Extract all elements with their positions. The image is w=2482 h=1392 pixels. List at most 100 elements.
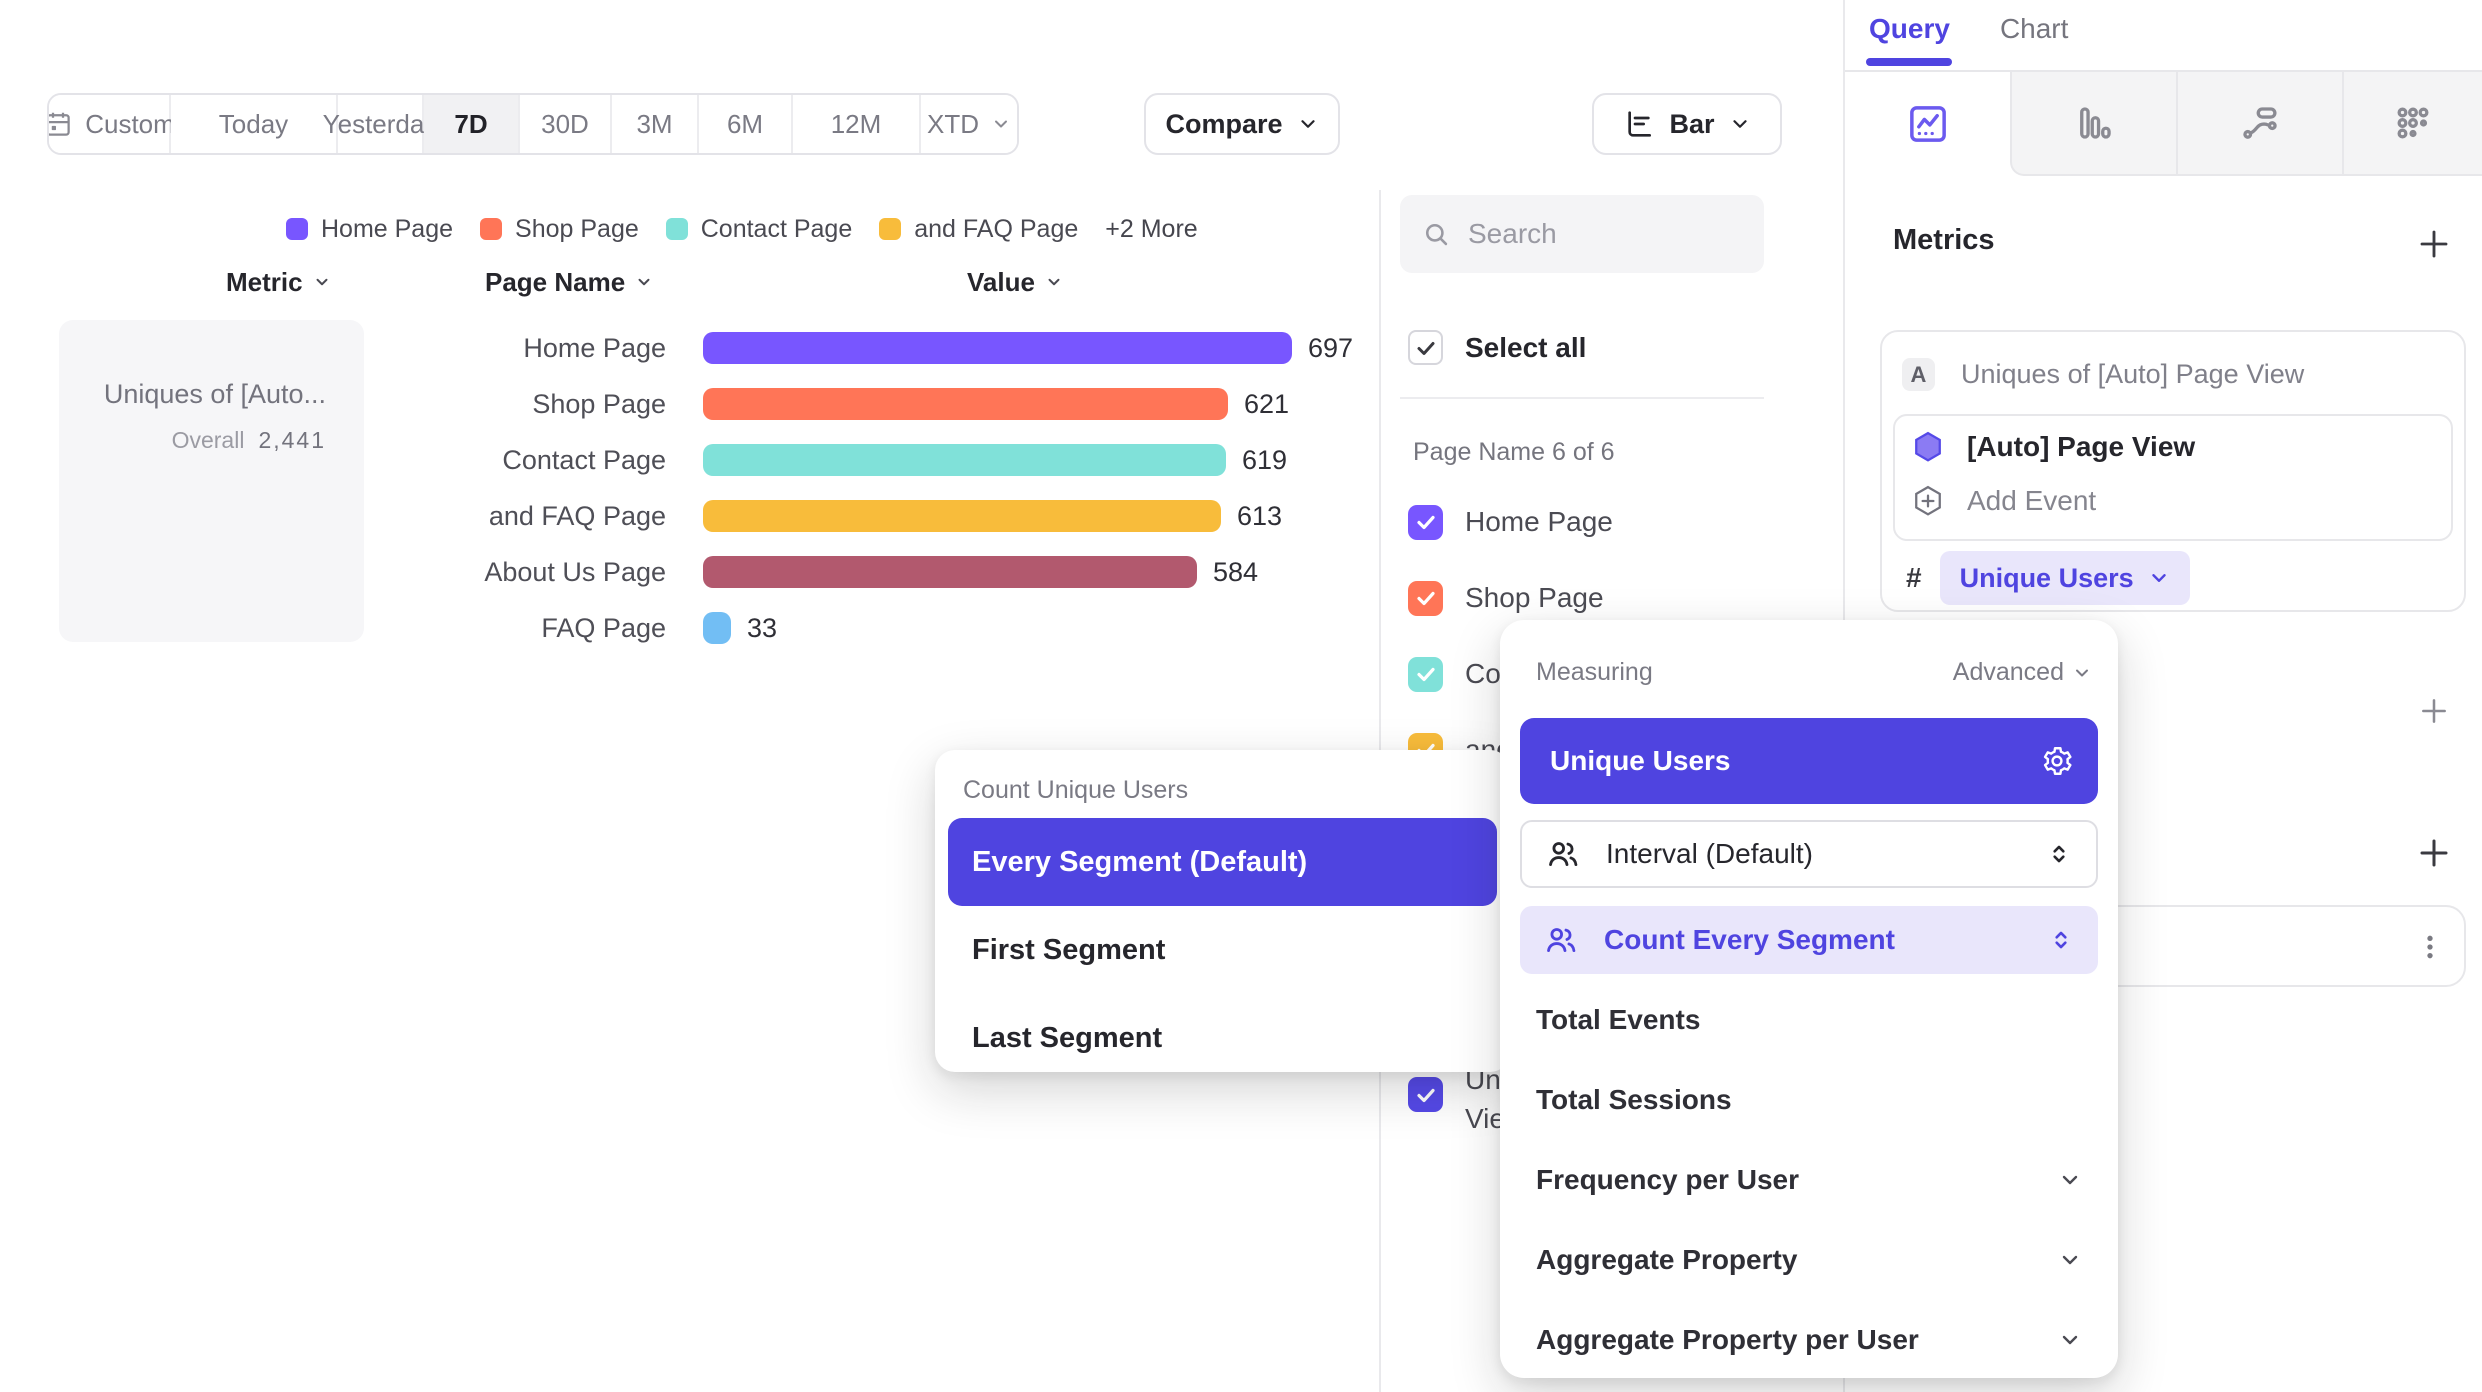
measuring-control[interactable]: Interval (Default) (1520, 820, 2098, 888)
date-range-button[interactable]: 12M (793, 95, 921, 153)
people-icon (1546, 837, 1580, 871)
date-range-button[interactable]: Today (171, 95, 338, 153)
measuring-option-label: Aggregate Property (1536, 1244, 1798, 1275)
insights-chart-icon (1906, 102, 1950, 146)
value-bar[interactable] (703, 500, 1221, 532)
legend-label: Home Page (321, 214, 454, 243)
overall-value: 2,441 (258, 427, 326, 453)
row-value: 584 (1213, 556, 1259, 587)
chart-type-button[interactable]: Bar (1592, 93, 1782, 155)
segment-option[interactable]: First Segment (948, 906, 1497, 994)
add-event-row[interactable]: Add Event (1911, 484, 2096, 518)
date-range-button[interactable]: XTD (921, 95, 1017, 153)
legend-item[interactable]: Contact Page (665, 215, 852, 244)
row-page-label: Home Page (523, 332, 666, 363)
date-range-button[interactable]: Custom (49, 95, 175, 153)
value-bar[interactable] (703, 444, 1226, 476)
legend-more-link[interactable]: +2 More (1105, 214, 1198, 243)
legend-swatch (286, 218, 308, 240)
chevron-down-icon (1045, 273, 1063, 291)
add-metric-button[interactable] (2416, 226, 2452, 262)
measuring-option[interactable]: Total Sessions (1536, 1060, 2082, 1140)
chart-type-tabs (1845, 70, 2482, 176)
measure-chip[interactable]: Unique Users (1939, 551, 2190, 605)
row-page-label: Shop Page (532, 388, 666, 419)
value-bar[interactable] (703, 388, 1228, 420)
legend-item[interactable]: and FAQ Page (879, 215, 1078, 244)
measuring-option[interactable]: Frequency per User (1536, 1140, 2082, 1220)
measuring-option[interactable]: Aggregate Property per User (1536, 1300, 2082, 1380)
measuring-title: Measuring (1536, 658, 1653, 686)
sidebar-tab[interactable]: Query (1869, 6, 1950, 52)
segment-option[interactable]: Every Segment (Default) (948, 818, 1497, 906)
date-range-selector: Custom Today (47, 93, 1019, 155)
date-range-button[interactable]: 6M (699, 95, 793, 153)
event-row[interactable]: [Auto] Page View (1911, 430, 2195, 464)
overall-label: Overall (171, 427, 245, 453)
metric-query-card: A Uniques of [Auto] Page View [Auto] Pag… (1880, 330, 2466, 612)
filter-item[interactable]: Shop Page (1408, 560, 1653, 636)
column-header[interactable]: Metric (226, 262, 331, 302)
measuring-option[interactable]: Total Events (1536, 980, 2082, 1060)
bar-chart: Home Page 697 Shop Page 621 Contact Page… (0, 320, 1379, 656)
column-header[interactable]: Page Name (485, 262, 653, 302)
date-range-label: Today (218, 108, 289, 139)
filter-divider (1400, 397, 1764, 399)
date-range-button[interactable]: 7D (424, 95, 520, 153)
select-all-checkbox-row[interactable]: Select all (1408, 330, 1586, 365)
date-range-button[interactable]: Yesterday (323, 95, 437, 153)
date-range-label: 7D (454, 108, 488, 139)
select-all-checkbox[interactable] (1408, 330, 1443, 365)
value-bar[interactable] (703, 612, 731, 644)
kebab-menu-icon[interactable] (2414, 931, 2446, 968)
search-input[interactable]: Search (1400, 195, 1764, 273)
measuring-option[interactable]: Aggregate Property (1536, 1220, 2082, 1300)
date-range-button[interactable]: 3M (612, 95, 699, 153)
measuring-option-list: Total Events Total Sessions Frequency pe… (1536, 980, 2082, 1380)
add-breakdown-button[interactable] (2416, 835, 2452, 871)
metric-summary-card[interactable]: Uniques of [Auto... Overall 2,441 (59, 320, 364, 642)
column-header[interactable]: Value (967, 262, 1063, 302)
measuring-option-label: Aggregate Property per User (1536, 1324, 1919, 1355)
gear-icon[interactable] (2040, 744, 2074, 778)
table-row: and FAQ Page 613 (0, 488, 1379, 544)
date-range-label: 12M (830, 108, 882, 139)
add-filter-button[interactable] (2418, 695, 2450, 727)
measuring-control[interactable]: Count Every Segment (1520, 906, 2098, 974)
filter-item[interactable]: Home Page (1408, 484, 1653, 560)
tab-retention[interactable] (2342, 72, 2482, 176)
advanced-dropdown[interactable]: Advanced (1953, 658, 2092, 687)
filter-checkbox[interactable] (1408, 504, 1443, 540)
chevron-down-icon (2076, 669, 2088, 676)
filter-checkbox[interactable] (1408, 580, 1443, 616)
tab-flows[interactable] (2176, 72, 2342, 176)
filter-extra-checkbox[interactable] (1408, 1077, 1443, 1112)
filter-item-label: Home Page (1465, 506, 1613, 537)
legend-item[interactable]: Home Page (286, 215, 453, 244)
chevron-down-icon (991, 114, 1011, 134)
chevron-down-icon (1297, 113, 1319, 135)
sidebar-tab[interactable]: Chart (2000, 6, 2068, 52)
segment-option[interactable]: Last Segment (948, 994, 1497, 1082)
filter-checkbox[interactable] (1408, 656, 1443, 692)
date-range-button[interactable]: 30D (520, 95, 612, 153)
chevron-down-icon (1729, 113, 1751, 135)
sidebar-tabs: Query Chart (1869, 6, 2068, 52)
row-value: 619 (1242, 444, 1288, 475)
value-bar[interactable] (703, 332, 1292, 364)
tab-insights[interactable] (1845, 72, 2010, 176)
measuring-popover: Measuring Advanced Unique Users (1500, 620, 2118, 1378)
segment-option-list: Every Segment (Default) First Segment La… (948, 818, 1497, 1082)
count-unique-users-popover: Count Unique Users Every Segment (Defaul… (935, 750, 1510, 1072)
measuring-option-unique-users[interactable]: Unique Users (1520, 718, 2098, 804)
metric-card-title: Uniques of [Auto] Page View (1961, 359, 2305, 389)
value-bar[interactable] (703, 556, 1197, 588)
measuring-controls: Interval (Default) Count Every Segment (1520, 820, 2098, 992)
table-row: FAQ Page 33 (0, 600, 1379, 656)
event-block: [Auto] Page View Add Event (1893, 414, 2453, 541)
tab-bar-chart[interactable] (2010, 72, 2176, 176)
compare-button[interactable]: Compare (1144, 93, 1340, 155)
compare-label: Compare (1165, 108, 1283, 139)
legend-item[interactable]: Shop Page (480, 215, 639, 244)
measuring-option-label: Frequency per User (1536, 1164, 1799, 1195)
